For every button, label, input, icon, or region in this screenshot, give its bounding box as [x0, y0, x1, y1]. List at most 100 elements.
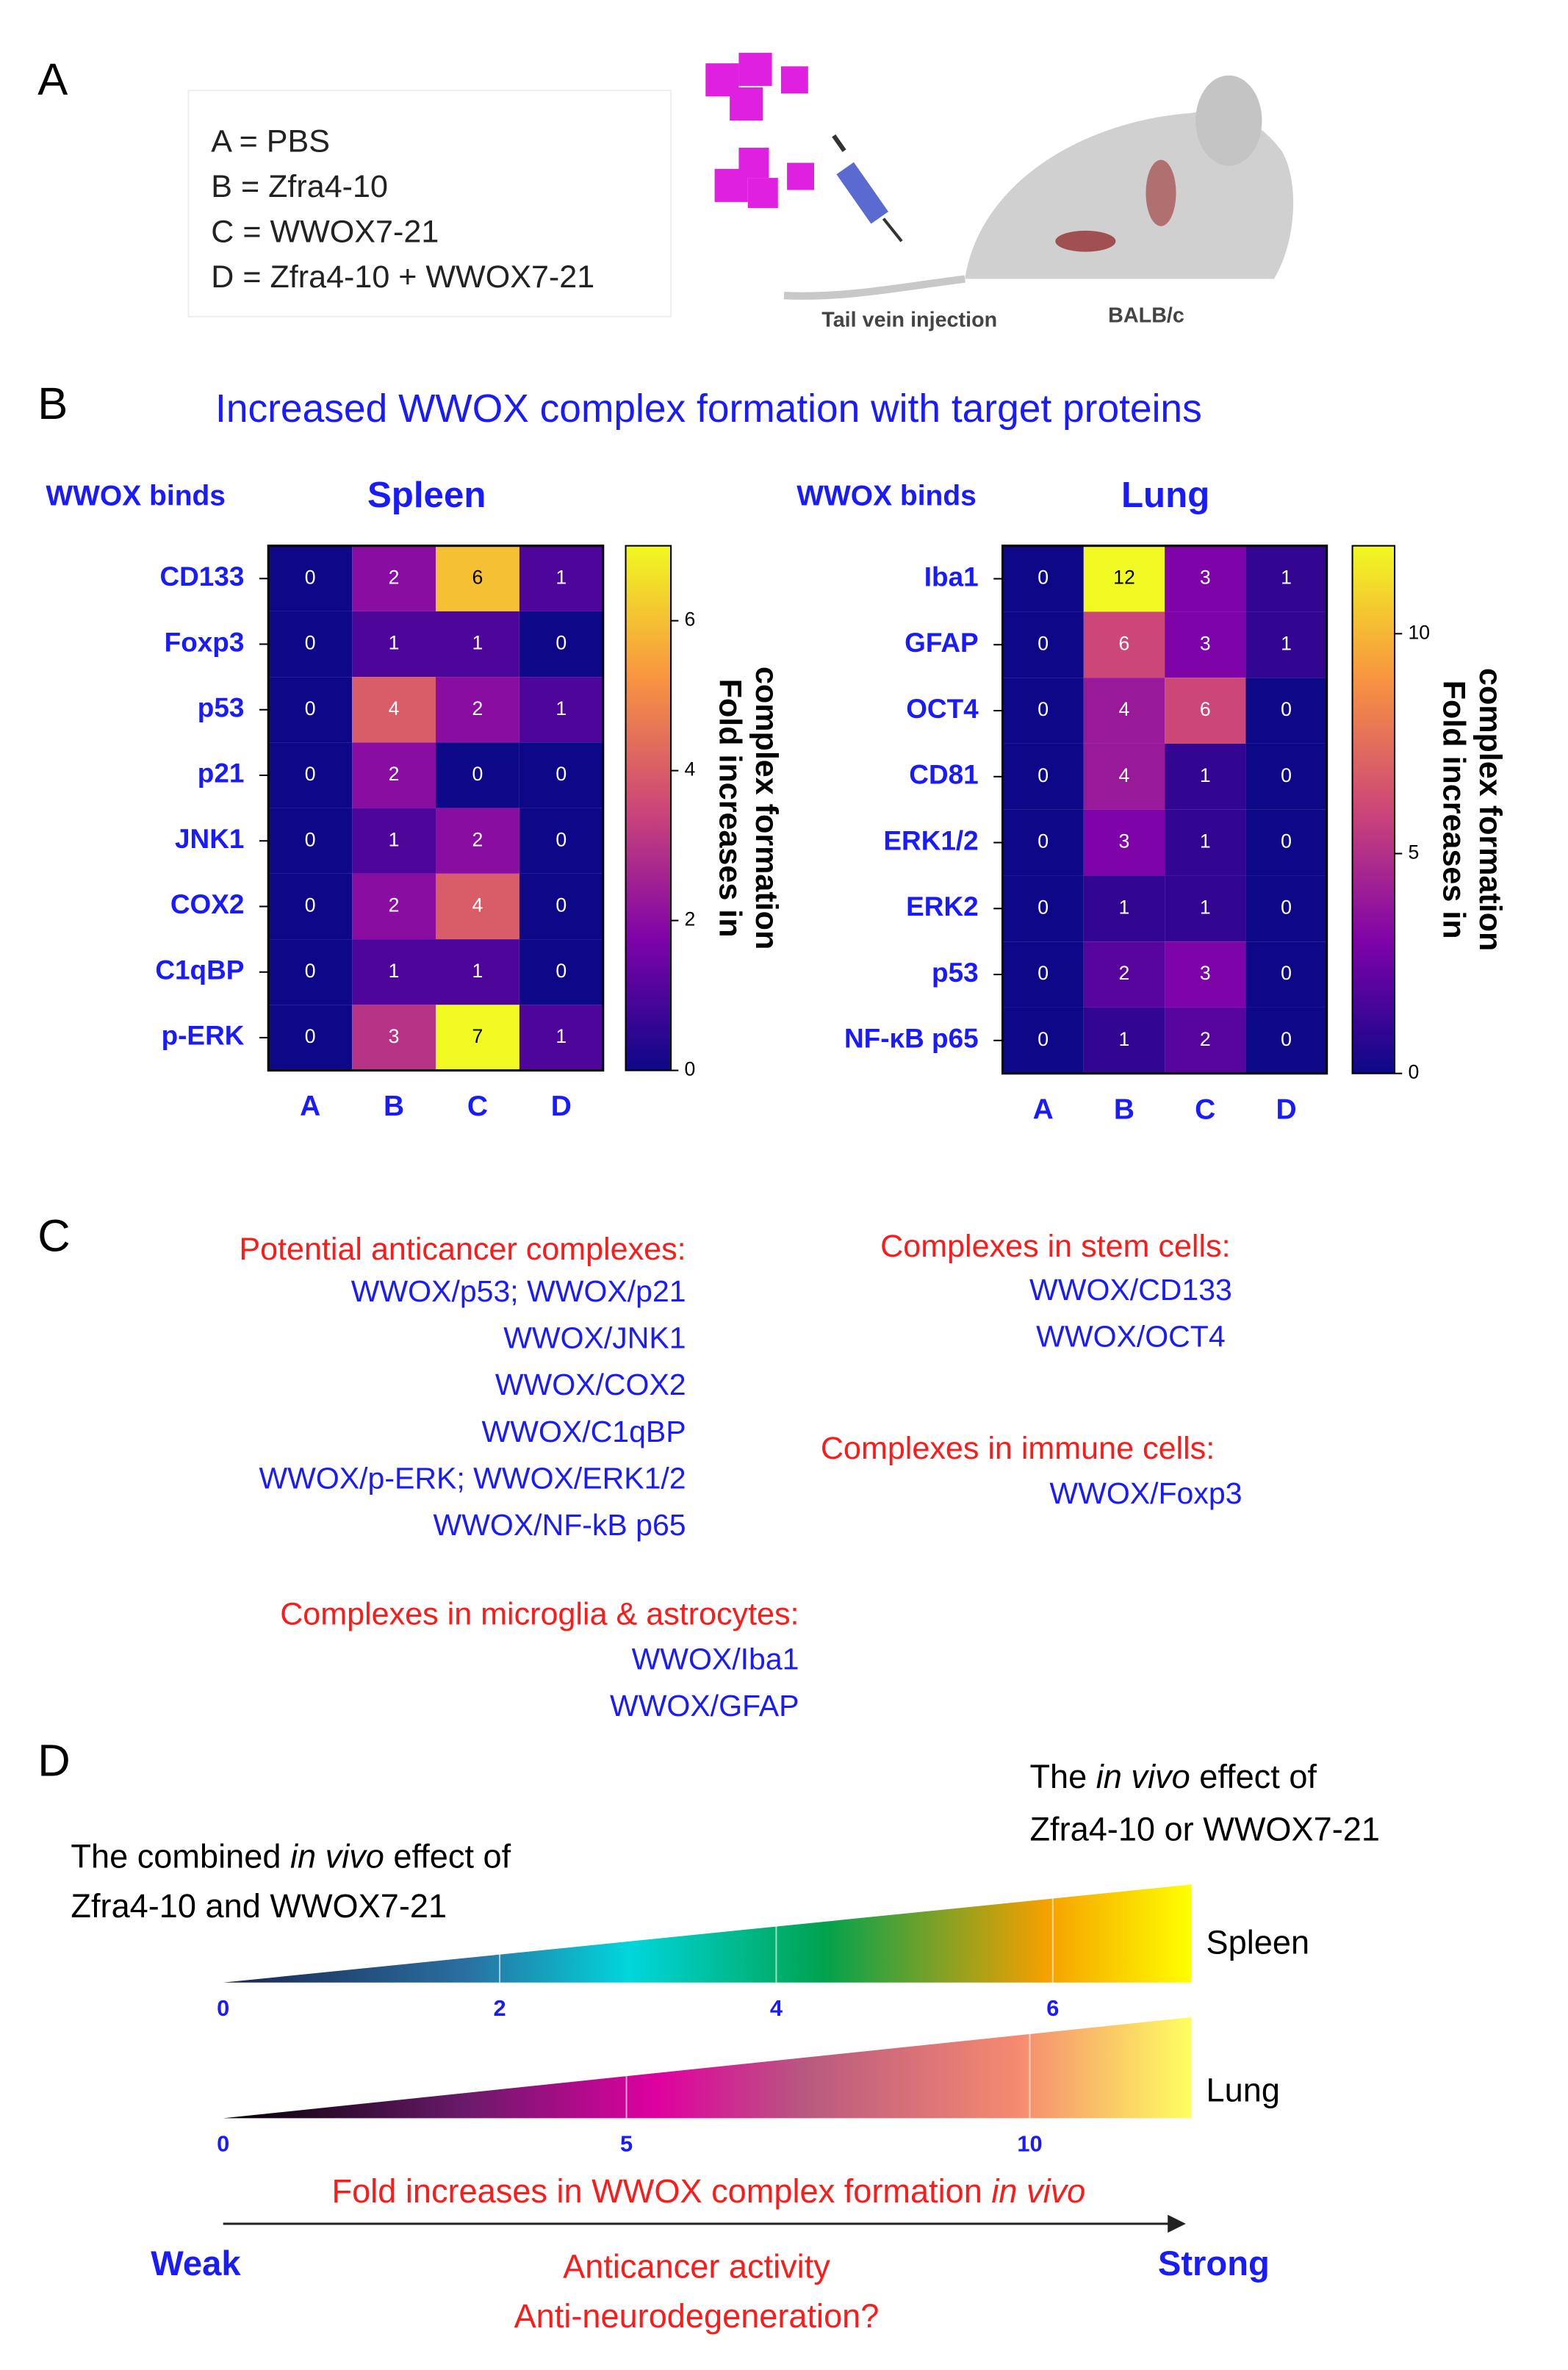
- cell-label: 0: [555, 763, 567, 785]
- cell-label: 0: [1281, 698, 1292, 720]
- cell-label: 3: [1200, 962, 1211, 984]
- group-heading: Potential anticancer complexes:: [239, 1232, 686, 1267]
- heatmap-cell: [519, 1005, 603, 1071]
- cell-label: 0: [1281, 764, 1292, 786]
- complex-item: WWOX/OCT4: [1036, 1320, 1226, 1354]
- cell-label: 1: [1281, 567, 1292, 589]
- cell-label: 0: [555, 960, 567, 982]
- x-tick-label: C: [467, 1091, 488, 1122]
- effect-label-part: in vivo: [1096, 1758, 1190, 1795]
- cell-label: 0: [1281, 962, 1292, 984]
- row-label: p21: [198, 758, 245, 789]
- scale-tick-label: 2: [494, 1995, 506, 2021]
- heatmap-cell: [268, 742, 353, 808]
- heatmap-cell: [268, 545, 353, 611]
- heatmap-cell: [1165, 743, 1246, 810]
- chart-title: Lung: [1121, 475, 1209, 515]
- legend-entry: D = Zfra4-10 + WWOX7-21: [211, 259, 594, 295]
- cell-label: 1: [472, 632, 483, 654]
- effect-label-part: Zfra4-10 or WWOX7-21: [1029, 1811, 1379, 1848]
- effect-label-part: in vivo: [290, 1837, 384, 1875]
- heatmap-cell: [519, 808, 603, 874]
- row-label: p53: [198, 693, 245, 723]
- cell-label: 0: [555, 894, 567, 916]
- legend-box: [187, 90, 672, 317]
- cells-icon: [705, 52, 815, 209]
- complex-item: WWOX/Foxp3: [1049, 1476, 1242, 1510]
- heatmap-cell: [1083, 875, 1165, 942]
- heatmap-cell: [519, 545, 603, 611]
- colorbar-tick-label: 5: [1408, 841, 1419, 863]
- cell-label: 4: [1119, 698, 1130, 720]
- heatmap-cell: [1002, 611, 1084, 678]
- cell-label: 1: [555, 566, 567, 588]
- heatmap-cell: [519, 742, 603, 808]
- row-label: p-ERK: [162, 1021, 245, 1051]
- cell-label: 0: [1281, 1028, 1292, 1050]
- heatmap-cell: [436, 873, 519, 940]
- panel-title: Increased WWOX complex formation with ta…: [215, 387, 1202, 431]
- heatmap-cell: [1165, 875, 1246, 942]
- cell-label: 1: [389, 632, 400, 654]
- heatmap-cell: [352, 545, 436, 611]
- heatmap-cell: [352, 808, 436, 874]
- cell-label: 0: [1281, 896, 1292, 918]
- heatmap-cell: [1245, 1007, 1327, 1074]
- cell-label: 2: [389, 763, 400, 785]
- cell-label: 0: [1037, 962, 1049, 984]
- heatmap-cell: [519, 939, 603, 1005]
- group-heading: Complexes in microglia & astrocytes:: [280, 1597, 799, 1632]
- heatmap-cell: [268, 808, 353, 874]
- cell-label: 3: [1200, 632, 1211, 654]
- cell-label: 0: [1281, 830, 1292, 852]
- y-axis-title: WWOX binds: [46, 480, 226, 511]
- axis-title-part: in vivo: [991, 2172, 1085, 2210]
- heatmap-cell: [436, 939, 519, 1005]
- cell-label: 6: [1200, 698, 1211, 720]
- axis-title: Fold increases in WWOX complex formation…: [332, 2172, 1086, 2210]
- cell-label: 2: [472, 697, 483, 719]
- cell-label: 1: [1200, 764, 1211, 786]
- row-label: ERK1/2: [883, 825, 978, 855]
- heatmap-cell: [1165, 1007, 1246, 1074]
- row-label: p53: [932, 958, 979, 988]
- heatmap-cell: [1245, 941, 1327, 1008]
- complex-item: WWOX/GFAP: [610, 1689, 799, 1723]
- scale-tick-label: 10: [1017, 2130, 1042, 2156]
- cell-label: 0: [305, 894, 316, 916]
- heatmap-cell: [1245, 809, 1327, 876]
- group-heading: Complexes in stem cells:: [880, 1229, 1230, 1264]
- heatmap-cell: [1083, 1007, 1165, 1074]
- cell-label: 4: [389, 697, 400, 719]
- colorbar: [1351, 545, 1396, 1074]
- heatmap-cell: [1245, 678, 1327, 744]
- colorbar-tick-label: 4: [685, 758, 696, 780]
- heatmap-cell: [1245, 611, 1327, 678]
- colorbar: [625, 545, 672, 1071]
- panel-letter: B: [37, 378, 68, 429]
- scale-tick-label: 6: [1046, 1995, 1059, 2021]
- effect-label-part: effect of: [1190, 1758, 1317, 1795]
- heatmap-cell: [436, 742, 519, 808]
- cell-label: 3: [1200, 567, 1211, 589]
- effect-label: The combined in vivo effect of: [71, 1837, 511, 1875]
- heatmap-cell: [268, 677, 353, 743]
- row-label: CD133: [159, 561, 244, 592]
- x-tick-label: B: [384, 1091, 404, 1122]
- complex-item: WWOX/CD133: [1029, 1273, 1232, 1307]
- x-tick-label: A: [1033, 1094, 1054, 1125]
- cell-label: 1: [555, 697, 567, 719]
- heatmap-cell: [1165, 809, 1246, 876]
- cell-label: 0: [1037, 698, 1049, 720]
- heatmap-cell: [1083, 611, 1165, 678]
- scale-tick-label: 4: [770, 1995, 783, 2021]
- gradient-wedge: [223, 2017, 1192, 2119]
- heatmap-cell: [1165, 941, 1246, 1008]
- strong-label: Strong: [1158, 2244, 1270, 2283]
- cell-label: 2: [1119, 962, 1130, 984]
- cell-label: 1: [1281, 632, 1292, 654]
- effect-label-part: effect of: [384, 1837, 511, 1875]
- heatmap-cell: [1083, 545, 1165, 612]
- scale-tick-label: 5: [620, 2130, 633, 2156]
